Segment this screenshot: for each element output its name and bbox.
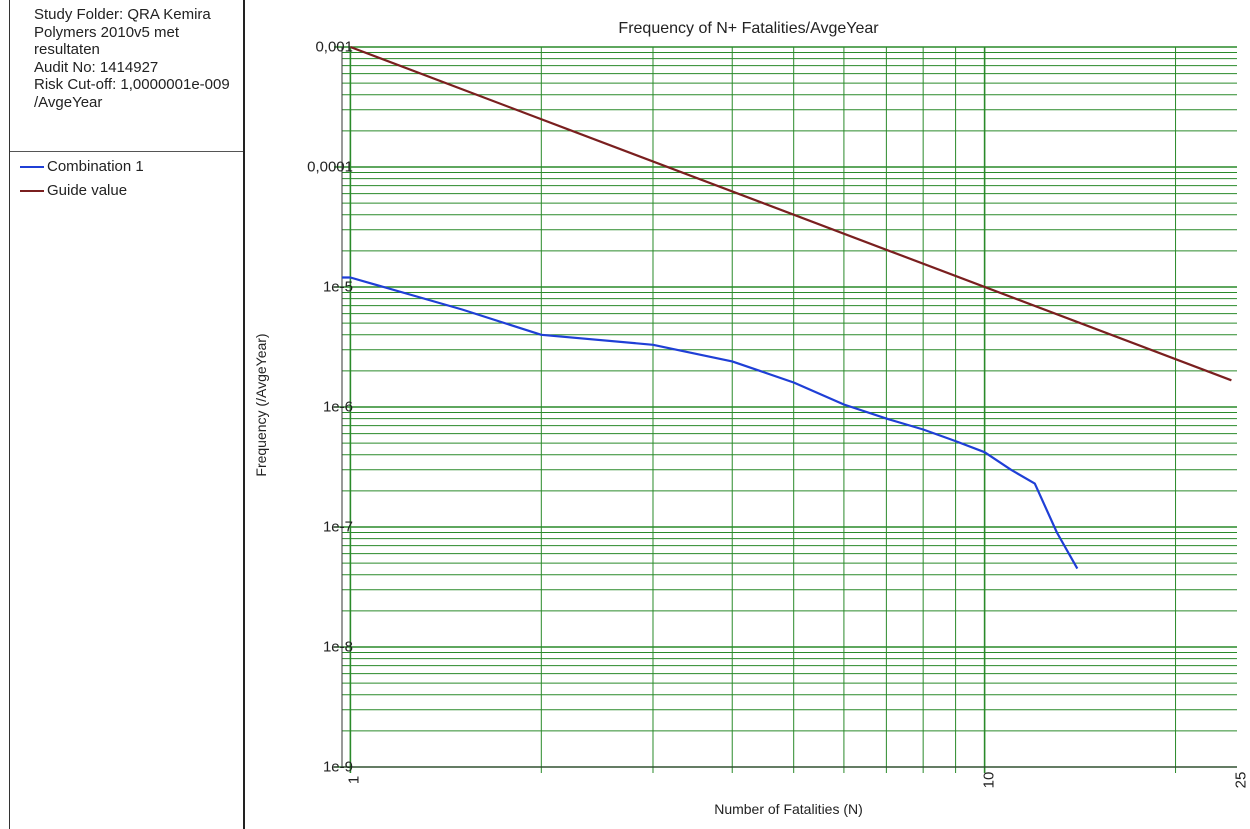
series-line-combination-1: [342, 278, 1077, 569]
y-tick-label: 1e-8: [323, 639, 353, 656]
legend-label-combination-1: Combination 1: [47, 158, 144, 175]
y-tick-label: 0,001: [315, 39, 353, 56]
y-tick-label: 1e-7: [323, 519, 353, 536]
chart-canvas: [247, 0, 1250, 829]
y-axis-label: Frequency (/AvgeYear): [253, 333, 269, 476]
chart-title: Frequency of N+ Fatalities/AvgeYear: [247, 20, 1250, 38]
study-info-panel: Study Folder: QRA Kemira Polymers 2010v5…: [10, 0, 243, 152]
audit-number: Audit No: 1414927: [34, 59, 235, 77]
legend-item-guide-value: Guide value: [10, 182, 243, 206]
legend-label-guide-value: Guide value: [47, 182, 127, 199]
y-tick-label: 1e-6: [323, 399, 353, 416]
risk-cutoff: Risk Cut-off: 1,0000001e-009: [34, 76, 235, 94]
study-folder-label: Study Folder: QRA Kemira: [34, 6, 235, 24]
fn-curve-chart: Frequency of N+ Fatalities/AvgeYear Freq…: [247, 0, 1250, 829]
study-folder-label-line2: Polymers 2010v5 met: [34, 24, 235, 42]
y-tick-label: 0,0001: [307, 159, 353, 176]
y-tick-label: 1e-5: [323, 279, 353, 296]
sidebar-panel: Study Folder: QRA Kemira Polymers 2010v5…: [9, 0, 245, 829]
legend-swatch-combination-1: [20, 166, 44, 168]
legend-item-combination-1: Combination 1: [10, 158, 243, 182]
study-folder-label-line3: resultaten: [34, 41, 235, 59]
x-tick-label: 25: [1233, 772, 1250, 789]
risk-cutoff-unit: /AvgeYear: [34, 94, 235, 112]
series-line-guide-value: [350, 47, 1231, 380]
chart-legend: Combination 1 Guide value: [10, 158, 243, 206]
legend-swatch-guide-value: [20, 190, 44, 192]
y-tick-label: 1e-9: [323, 759, 353, 776]
x-axis-label: Number of Fatalities (N): [247, 801, 1250, 817]
x-tick-label: 1: [346, 776, 363, 784]
x-tick-label: 10: [980, 772, 997, 789]
